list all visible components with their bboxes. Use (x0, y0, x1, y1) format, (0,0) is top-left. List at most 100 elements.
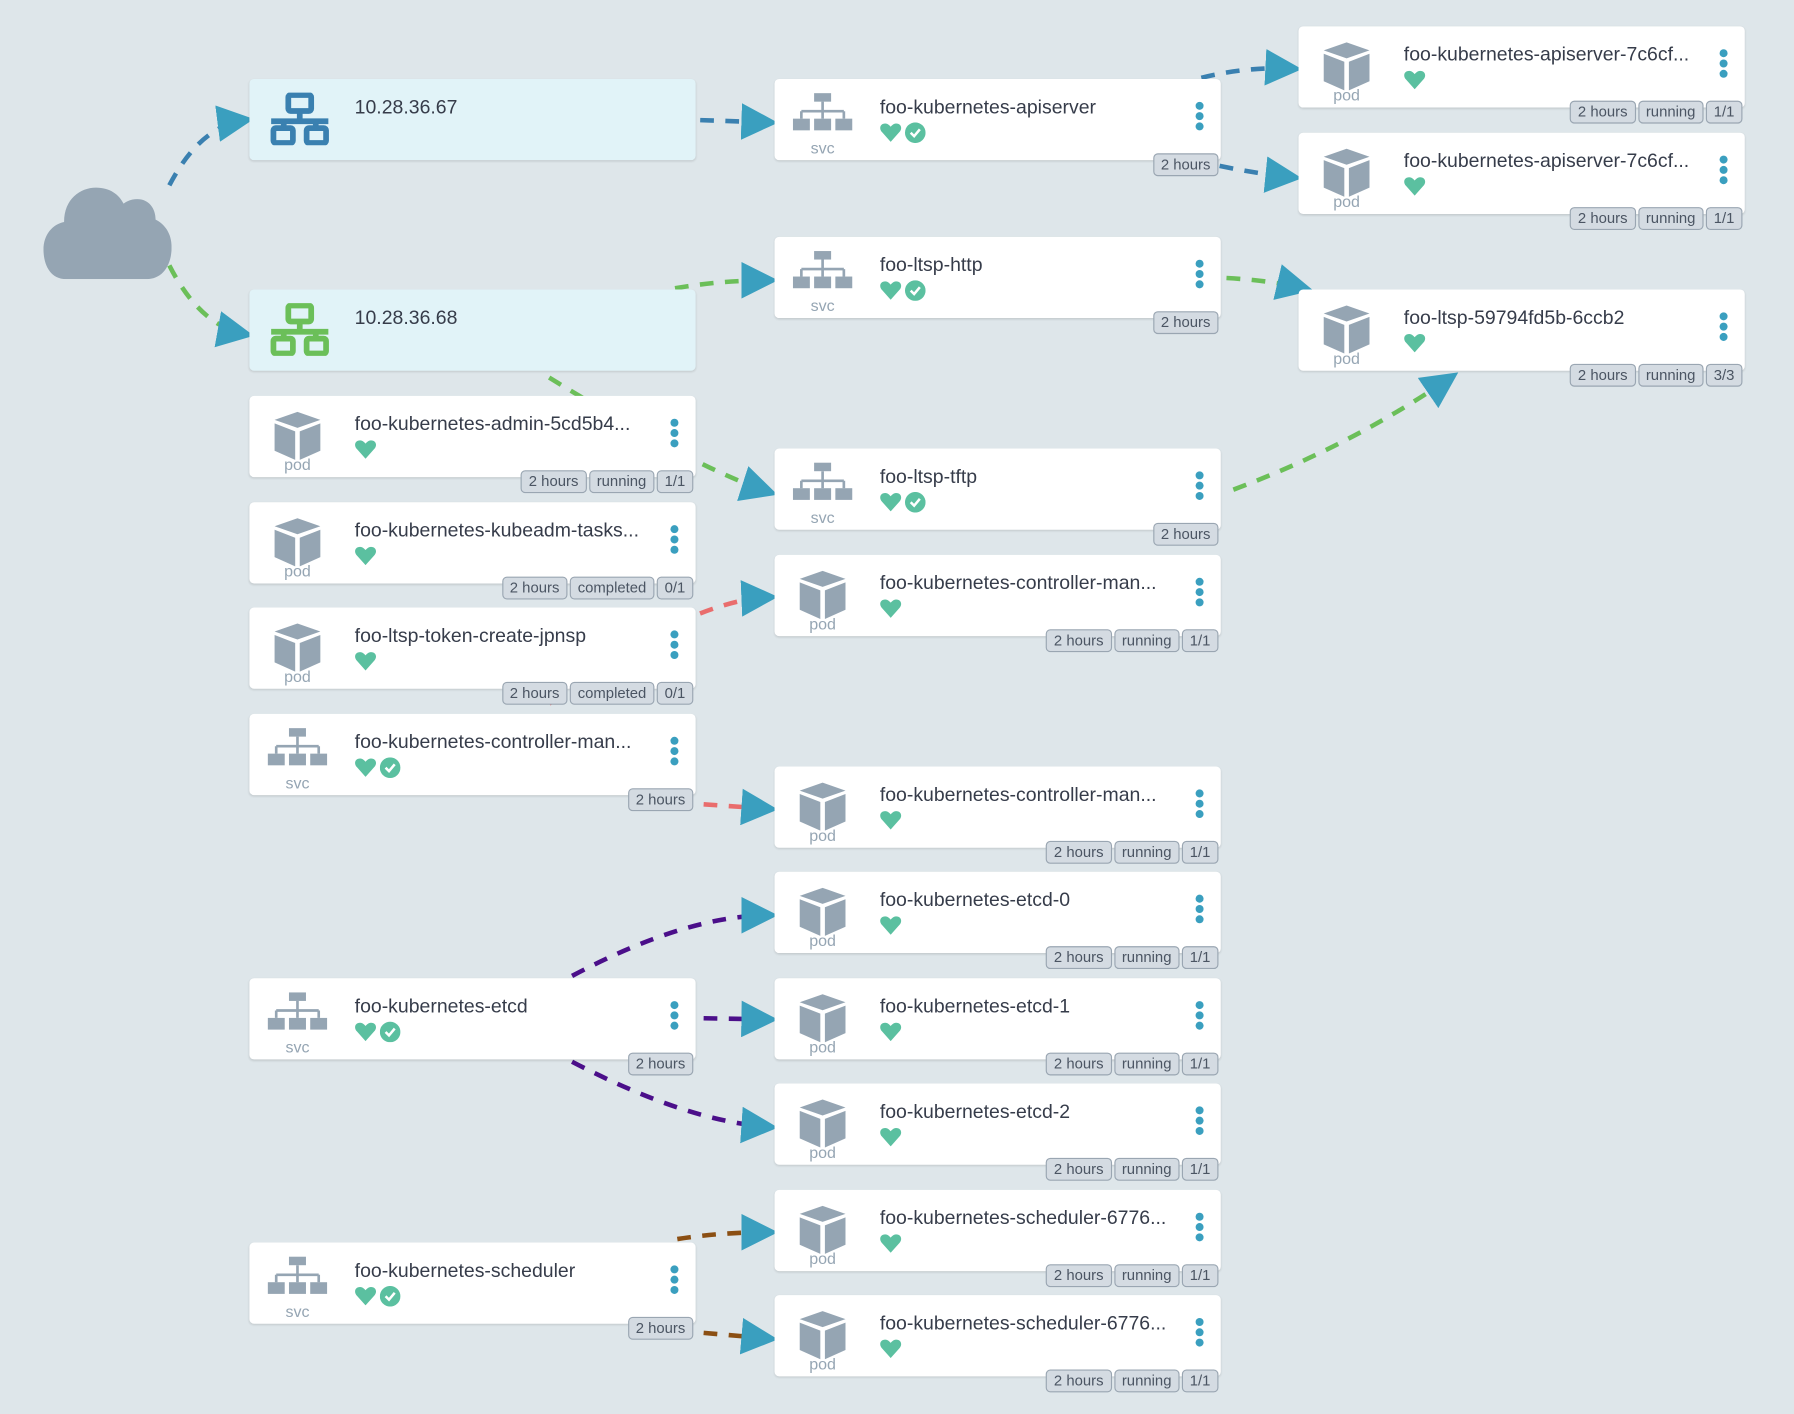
pod-node[interactable]: pod foo-kubernetes-controller-man... 2 hou… (774, 766, 1221, 864)
node-name[interactable]: foo-ltsp-tftp (879, 465, 978, 488)
badge: 0/1 (656, 681, 694, 705)
kebab-menu-icon[interactable] (1717, 155, 1728, 193)
pod-node[interactable]: pod foo-kubernetes-scheduler-6776... 2 hou… (774, 1295, 1221, 1393)
kebab-menu-icon[interactable] (1193, 1318, 1204, 1355)
svc-node[interactable]: svc foo-kubernetes-etcd 2 hours (249, 978, 696, 1076)
badge: running (1113, 1052, 1180, 1076)
heart-icon (880, 281, 902, 300)
status-icons (880, 598, 902, 618)
node-name[interactable]: foo-kubernetes-kubeadm-tasks... (354, 519, 639, 542)
node-name[interactable]: foo-kubernetes-controller-man... (879, 572, 1157, 594)
badge: 1/1 (1181, 1052, 1219, 1076)
pod-node[interactable]: pod foo-ltsp-59794fd5b-6ccb2 2 hours runnin… (1298, 289, 1745, 387)
node-name[interactable]: foo-kubernetes-scheduler (354, 1259, 576, 1282)
node-name[interactable]: 10.28.36.67 (354, 96, 458, 118)
badges: 2 hours running 1/1 (1569, 100, 1743, 124)
ip-node[interactable]: 10.28.36.68 (249, 289, 696, 371)
pod-node[interactable]: pod foo-kubernetes-etcd-1 2 hours running 1/… (774, 978, 1221, 1076)
heart-icon (880, 599, 902, 618)
badge: running (1113, 946, 1180, 970)
svc-node[interactable]: svc foo-kubernetes-controller-man... 2 hou… (249, 713, 696, 812)
badge: running (1113, 840, 1180, 864)
kebab-menu-icon[interactable] (1193, 577, 1204, 615)
node-name[interactable]: foo-kubernetes-controller-man... (879, 783, 1157, 806)
service-icon (267, 728, 328, 778)
kind-label: pod (809, 931, 836, 950)
pod-node[interactable]: pod foo-kubernetes-apiserver-7c6cf... 2 ho… (1298, 132, 1745, 230)
status-icons (355, 757, 401, 778)
service-icon (267, 1256, 328, 1306)
kind-label: pod (809, 1142, 836, 1162)
svc-node[interactable]: svc foo-kubernetes-scheduler 2 hours (249, 1242, 696, 1340)
kebab-menu-icon[interactable] (1193, 1001, 1204, 1038)
svc-node[interactable]: svc foo-kubernetes-apiserver 2 hours (774, 78, 1221, 177)
heart-icon (880, 811, 902, 830)
node-name[interactable]: foo-kubernetes-controller-man... (354, 731, 632, 753)
badge: running (1113, 1264, 1180, 1288)
node-name[interactable]: foo-kubernetes-apiserver-7c6cf... (1403, 43, 1690, 66)
ip-node[interactable]: 10.28.36.67 (249, 78, 696, 161)
node-name[interactable]: foo-kubernetes-scheduler-6776... (879, 1312, 1167, 1335)
pod-node[interactable]: pod foo-kubernetes-etcd-0 2 hours running 1/… (774, 871, 1221, 970)
kebab-menu-icon[interactable] (668, 525, 679, 562)
edge (167, 264, 254, 348)
kebab-menu-icon[interactable] (1193, 1212, 1204, 1250)
service-icon (792, 462, 853, 512)
kebab-menu-icon[interactable] (668, 1001, 679, 1038)
pod-icon (793, 1204, 852, 1254)
badge: running (1637, 363, 1704, 387)
node-name[interactable]: foo-kubernetes-apiserver (879, 96, 1097, 118)
badges: 2 hours completed 0/1 (501, 576, 694, 600)
pod-node[interactable]: pod foo-kubernetes-apiserver-7c6cf... 2 ho… (1298, 26, 1745, 124)
kebab-menu-icon[interactable] (1193, 101, 1204, 139)
pod-node[interactable]: pod foo-kubernetes-admin-5cd5b4... 2 hours… (249, 395, 696, 494)
node-name[interactable]: foo-kubernetes-etcd (354, 995, 528, 1018)
kebab-menu-icon[interactable] (1717, 312, 1728, 349)
pod-node[interactable]: pod foo-kubernetes-controller-man... 2 hou… (774, 554, 1221, 653)
pod-node[interactable]: pod foo-kubernetes-etcd-2 2 hours running 1/… (774, 1083, 1221, 1181)
kebab-menu-icon[interactable] (668, 736, 679, 774)
kebab-menu-icon[interactable] (1193, 259, 1204, 297)
badge: 1/1 (1705, 207, 1743, 230)
status-icons (880, 915, 902, 935)
badge: 2 hours (1045, 1157, 1112, 1181)
node-name[interactable]: foo-kubernetes-etcd-1 (879, 995, 1071, 1018)
node-name[interactable]: foo-kubernetes-admin-5cd5b4... (354, 413, 631, 435)
pod-node[interactable]: pod foo-kubernetes-scheduler-6776... 2 hou… (774, 1189, 1221, 1288)
badge: 0/1 (656, 576, 694, 600)
badges: 2 hours (627, 1316, 694, 1340)
pod-node[interactable]: pod foo-ltsp-token-create-jpnsp 2 hours com… (249, 607, 696, 705)
node-name[interactable]: foo-kubernetes-etcd-2 (879, 1100, 1071, 1123)
kebab-menu-icon[interactable] (668, 1265, 679, 1302)
badge: 1/1 (656, 470, 694, 494)
kebab-menu-icon[interactable] (1193, 1106, 1204, 1143)
edge (703, 1000, 778, 1038)
badge: 1/1 (1181, 1157, 1219, 1181)
node-name[interactable]: 10.28.36.68 (354, 306, 458, 329)
edge (674, 262, 778, 299)
kebab-menu-icon[interactable] (668, 418, 679, 456)
kind-label: svc (285, 773, 310, 792)
badges: 2 hours running 1/1 (1045, 629, 1219, 653)
node-name[interactable]: foo-ltsp-59794fd5b-6ccb2 (1403, 306, 1625, 329)
badge: running (1637, 100, 1704, 124)
edge (167, 105, 254, 187)
kebab-menu-icon[interactable] (1717, 49, 1728, 86)
node-name[interactable]: foo-kubernetes-scheduler-6776... (879, 1207, 1167, 1229)
edge (570, 1059, 778, 1144)
svc-node[interactable]: svc foo-ltsp-http 2 hours (774, 236, 1221, 335)
node-name[interactable]: foo-ltsp-http (879, 253, 983, 276)
pod-node[interactable]: pod foo-kubernetes-kubeadm-tasks... 2 hour… (249, 502, 696, 600)
svc-node[interactable]: svc foo-ltsp-tftp 2 hours (774, 448, 1221, 546)
kebab-menu-icon[interactable] (1193, 789, 1204, 826)
badge: 2 hours (627, 1052, 694, 1076)
kebab-menu-icon[interactable] (1193, 471, 1204, 508)
kebab-menu-icon[interactable] (1193, 894, 1204, 932)
pod-icon (793, 569, 852, 619)
kebab-menu-icon[interactable] (668, 630, 679, 667)
node-name[interactable]: foo-kubernetes-etcd-0 (879, 888, 1071, 911)
node-name[interactable]: foo-ltsp-token-create-jpnsp (354, 624, 587, 647)
node-name[interactable]: foo-kubernetes-apiserver-7c6cf... (1403, 149, 1690, 172)
kind-label: pod (809, 1249, 836, 1268)
